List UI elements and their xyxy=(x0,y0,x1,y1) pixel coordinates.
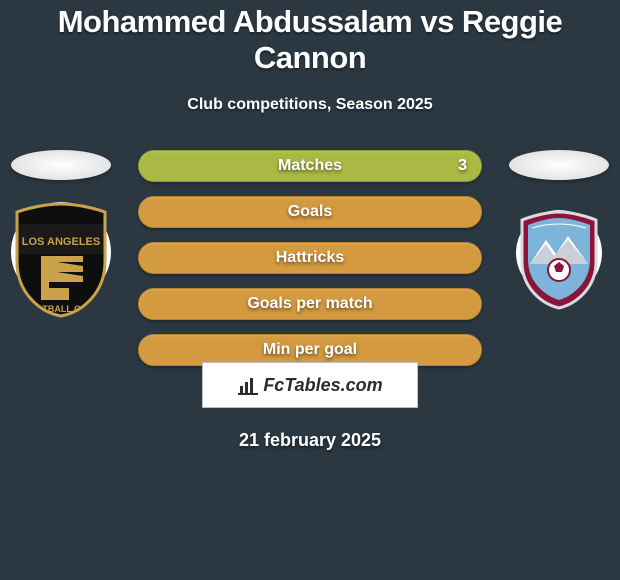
date-text: 21 february 2025 xyxy=(0,430,620,451)
rapids-badge-icon xyxy=(516,210,602,310)
stat-row: Goals per match xyxy=(138,288,482,320)
brand-text: FcTables.com xyxy=(263,375,382,396)
stat-label: Hattricks xyxy=(139,249,481,267)
stat-row: Hattricks xyxy=(138,242,482,274)
left-player-column: LOS ANGELES FOOTBALL CLUB xyxy=(6,150,116,310)
stats-column: Matches3GoalsHattricksGoals per matchMin… xyxy=(138,150,482,380)
left-player-avatar xyxy=(11,150,111,180)
stat-row: Goals xyxy=(138,196,482,228)
page-title: Mohammed Abdussalam vs Reggie Cannon xyxy=(0,0,620,76)
right-player-column xyxy=(504,150,614,310)
svg-text:LOS ANGELES: LOS ANGELES xyxy=(22,236,100,248)
lafc-badge-icon: LOS ANGELES FOOTBALL CLUB xyxy=(11,202,111,318)
svg-text:FOOTBALL CLUB: FOOTBALL CLUB xyxy=(23,304,100,314)
brand-box[interactable]: FcTables.com xyxy=(202,362,418,408)
left-team-badge: LOS ANGELES FOOTBALL CLUB xyxy=(11,210,111,310)
stat-label: Goals xyxy=(139,203,481,221)
stat-label: Matches xyxy=(139,157,481,175)
stat-label: Goals per match xyxy=(139,295,481,313)
stat-value-right: 3 xyxy=(458,157,467,175)
right-team-badge xyxy=(509,210,609,310)
stat-row: Matches3 xyxy=(138,150,482,182)
bar-chart-icon xyxy=(237,374,259,396)
right-player-avatar xyxy=(509,150,609,180)
subtitle: Club competitions, Season 2025 xyxy=(0,96,620,114)
